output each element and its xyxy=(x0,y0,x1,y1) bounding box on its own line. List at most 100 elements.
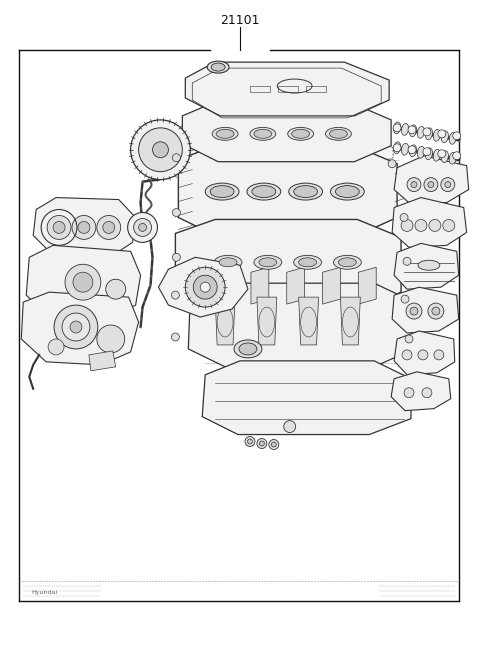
Circle shape xyxy=(153,142,168,158)
Circle shape xyxy=(271,442,276,447)
Polygon shape xyxy=(188,283,414,367)
Circle shape xyxy=(393,124,401,132)
Circle shape xyxy=(443,219,455,231)
Circle shape xyxy=(407,177,421,192)
Circle shape xyxy=(441,177,455,192)
Circle shape xyxy=(97,325,125,353)
Ellipse shape xyxy=(259,258,277,267)
Ellipse shape xyxy=(210,186,234,198)
Circle shape xyxy=(401,295,409,303)
Ellipse shape xyxy=(292,129,310,139)
Circle shape xyxy=(410,307,418,315)
Text: Hyundai: Hyundai xyxy=(31,591,57,595)
Polygon shape xyxy=(394,243,459,289)
Circle shape xyxy=(78,221,90,233)
Ellipse shape xyxy=(449,133,456,145)
Circle shape xyxy=(47,215,71,239)
Ellipse shape xyxy=(247,183,281,200)
Circle shape xyxy=(403,258,411,265)
Circle shape xyxy=(401,219,413,231)
Ellipse shape xyxy=(338,258,356,267)
Circle shape xyxy=(128,212,157,242)
Ellipse shape xyxy=(394,122,401,134)
Circle shape xyxy=(106,279,126,299)
Polygon shape xyxy=(33,198,136,256)
Polygon shape xyxy=(89,351,116,371)
Ellipse shape xyxy=(212,127,238,141)
Circle shape xyxy=(139,223,146,231)
Polygon shape xyxy=(185,62,389,116)
Circle shape xyxy=(408,126,416,134)
Ellipse shape xyxy=(299,258,316,267)
Ellipse shape xyxy=(418,147,424,158)
Circle shape xyxy=(70,321,82,333)
Ellipse shape xyxy=(211,63,225,71)
Circle shape xyxy=(172,254,180,261)
Circle shape xyxy=(172,208,180,216)
Ellipse shape xyxy=(239,343,257,355)
Polygon shape xyxy=(299,297,319,345)
Text: 21101: 21101 xyxy=(220,14,260,27)
Polygon shape xyxy=(392,198,467,247)
Polygon shape xyxy=(394,156,468,204)
Ellipse shape xyxy=(254,129,272,139)
Ellipse shape xyxy=(216,129,234,139)
Polygon shape xyxy=(202,361,411,434)
Circle shape xyxy=(406,303,422,319)
Polygon shape xyxy=(391,372,451,411)
Circle shape xyxy=(429,219,441,231)
Ellipse shape xyxy=(325,127,351,141)
Polygon shape xyxy=(323,267,340,304)
Circle shape xyxy=(445,181,451,188)
Polygon shape xyxy=(175,219,401,310)
Ellipse shape xyxy=(329,129,348,139)
Circle shape xyxy=(200,283,210,292)
Polygon shape xyxy=(340,297,360,345)
Circle shape xyxy=(428,303,444,319)
Circle shape xyxy=(193,275,217,299)
Polygon shape xyxy=(394,331,455,374)
Circle shape xyxy=(139,128,182,171)
Ellipse shape xyxy=(433,149,441,161)
Circle shape xyxy=(438,130,446,138)
Polygon shape xyxy=(215,267,233,304)
Ellipse shape xyxy=(252,186,276,198)
Ellipse shape xyxy=(394,142,401,154)
Ellipse shape xyxy=(288,127,313,141)
Circle shape xyxy=(404,388,414,397)
Circle shape xyxy=(185,267,225,307)
Ellipse shape xyxy=(205,183,239,200)
Circle shape xyxy=(131,120,190,179)
Polygon shape xyxy=(392,287,459,333)
Circle shape xyxy=(73,272,93,292)
Circle shape xyxy=(171,333,180,341)
Polygon shape xyxy=(251,267,269,304)
Ellipse shape xyxy=(425,128,432,140)
Ellipse shape xyxy=(219,258,237,267)
Circle shape xyxy=(248,439,252,444)
Polygon shape xyxy=(180,130,393,171)
Ellipse shape xyxy=(288,183,323,200)
Polygon shape xyxy=(21,292,139,365)
Circle shape xyxy=(393,144,401,152)
Circle shape xyxy=(423,128,431,136)
Circle shape xyxy=(428,181,434,188)
Polygon shape xyxy=(215,297,235,345)
Polygon shape xyxy=(158,258,248,317)
Ellipse shape xyxy=(294,186,318,198)
Circle shape xyxy=(453,152,461,160)
Ellipse shape xyxy=(234,340,262,358)
Ellipse shape xyxy=(441,151,448,163)
Circle shape xyxy=(172,154,180,162)
Circle shape xyxy=(411,181,417,188)
Ellipse shape xyxy=(336,186,360,198)
Circle shape xyxy=(418,350,428,360)
Ellipse shape xyxy=(401,124,408,135)
Ellipse shape xyxy=(330,183,364,200)
Ellipse shape xyxy=(425,148,432,160)
Circle shape xyxy=(53,221,65,233)
Circle shape xyxy=(422,388,432,397)
Circle shape xyxy=(402,350,412,360)
Polygon shape xyxy=(257,297,277,345)
Circle shape xyxy=(284,420,296,432)
